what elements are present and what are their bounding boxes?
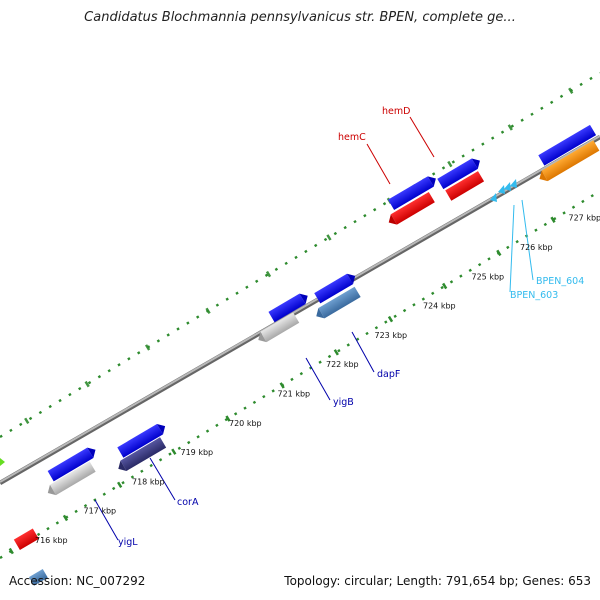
- cds-feature-hemD[interactable]: [437, 155, 483, 190]
- label-connectors: [94, 116, 534, 541]
- tick-label: 724 kbp: [423, 302, 456, 311]
- genome-backbone: [0, 135, 600, 483]
- tick-label: 716 kbp: [35, 536, 68, 545]
- gene-label-yigL[interactable]: yigL: [118, 537, 138, 548]
- small-feature-marker[interactable]: [0, 458, 5, 466]
- gene-feature-red[interactable]: [445, 171, 485, 201]
- gene-feature-red[interactable]: [386, 191, 435, 228]
- genome-stats-text: Topology: circular; Length: 791,654 bp; …: [284, 574, 591, 588]
- tick-label: 718 kbp: [132, 477, 165, 486]
- tick-label: 726 kbp: [520, 243, 553, 252]
- cds-feature-hemC[interactable]: [388, 173, 439, 211]
- tick-label: 723 kbp: [375, 331, 408, 340]
- gene-feature-orange[interactable]: [536, 140, 600, 184]
- cds-feature[interactable]: [47, 445, 99, 482]
- tick-label: 717 kbp: [84, 507, 117, 516]
- gene-label-dapF[interactable]: dapF: [377, 369, 400, 380]
- tick-label: 727 kbp: [569, 214, 600, 223]
- gene-labels: hemD hemC BPEN_604 BPEN_603 dapF yigB co…: [118, 106, 584, 548]
- cds-feature[interactable]: [117, 421, 168, 458]
- tick-label: 720 kbp: [229, 419, 262, 428]
- outer-tick-ring: [0, 70, 600, 440]
- gene-feature-navy[interactable]: [115, 437, 167, 474]
- cds-feature[interactable]: [314, 271, 358, 304]
- gene-feature-grey[interactable]: [45, 461, 96, 498]
- tick-label: 722 kbp: [326, 360, 359, 369]
- gene-label-corA[interactable]: corA: [177, 497, 199, 508]
- tick-label: 719 kbp: [181, 448, 214, 457]
- gene-feature-steel[interactable]: [313, 286, 361, 322]
- gene-label-BPEN_603[interactable]: BPEN_603: [510, 290, 558, 301]
- trna-cluster[interactable]: [490, 179, 517, 202]
- cds-feature[interactable]: [538, 124, 597, 166]
- tick-label: 721 kbp: [278, 390, 311, 399]
- gene-label-yigB[interactable]: yigB: [333, 397, 354, 408]
- scale-tick-labels: 716 kbp 717 kbp 718 kbp 719 kbp 720 kbp 721 k…: [35, 214, 600, 545]
- gene-label-hemC[interactable]: hemC: [338, 132, 366, 143]
- outer-dotted-ring: [0, 71, 600, 439]
- tick-label: 725 kbp: [472, 272, 505, 281]
- gene-label-hemD[interactable]: hemD: [382, 106, 410, 117]
- gene-feature-grey[interactable]: [255, 312, 300, 345]
- gene-feature-steel[interactable]: [28, 569, 48, 586]
- cds-feature[interactable]: [268, 291, 310, 323]
- gene-feature-red[interactable]: [13, 528, 39, 551]
- accession-text: Accession: NC_007292: [9, 574, 146, 588]
- gene-features: [0, 124, 600, 586]
- gene-label-BPEN_604[interactable]: BPEN_604: [536, 276, 584, 287]
- map-title: Candidatus Blochmannia pennsylvanicus st…: [84, 10, 516, 25]
- inner-tick-ring: [0, 188, 600, 561]
